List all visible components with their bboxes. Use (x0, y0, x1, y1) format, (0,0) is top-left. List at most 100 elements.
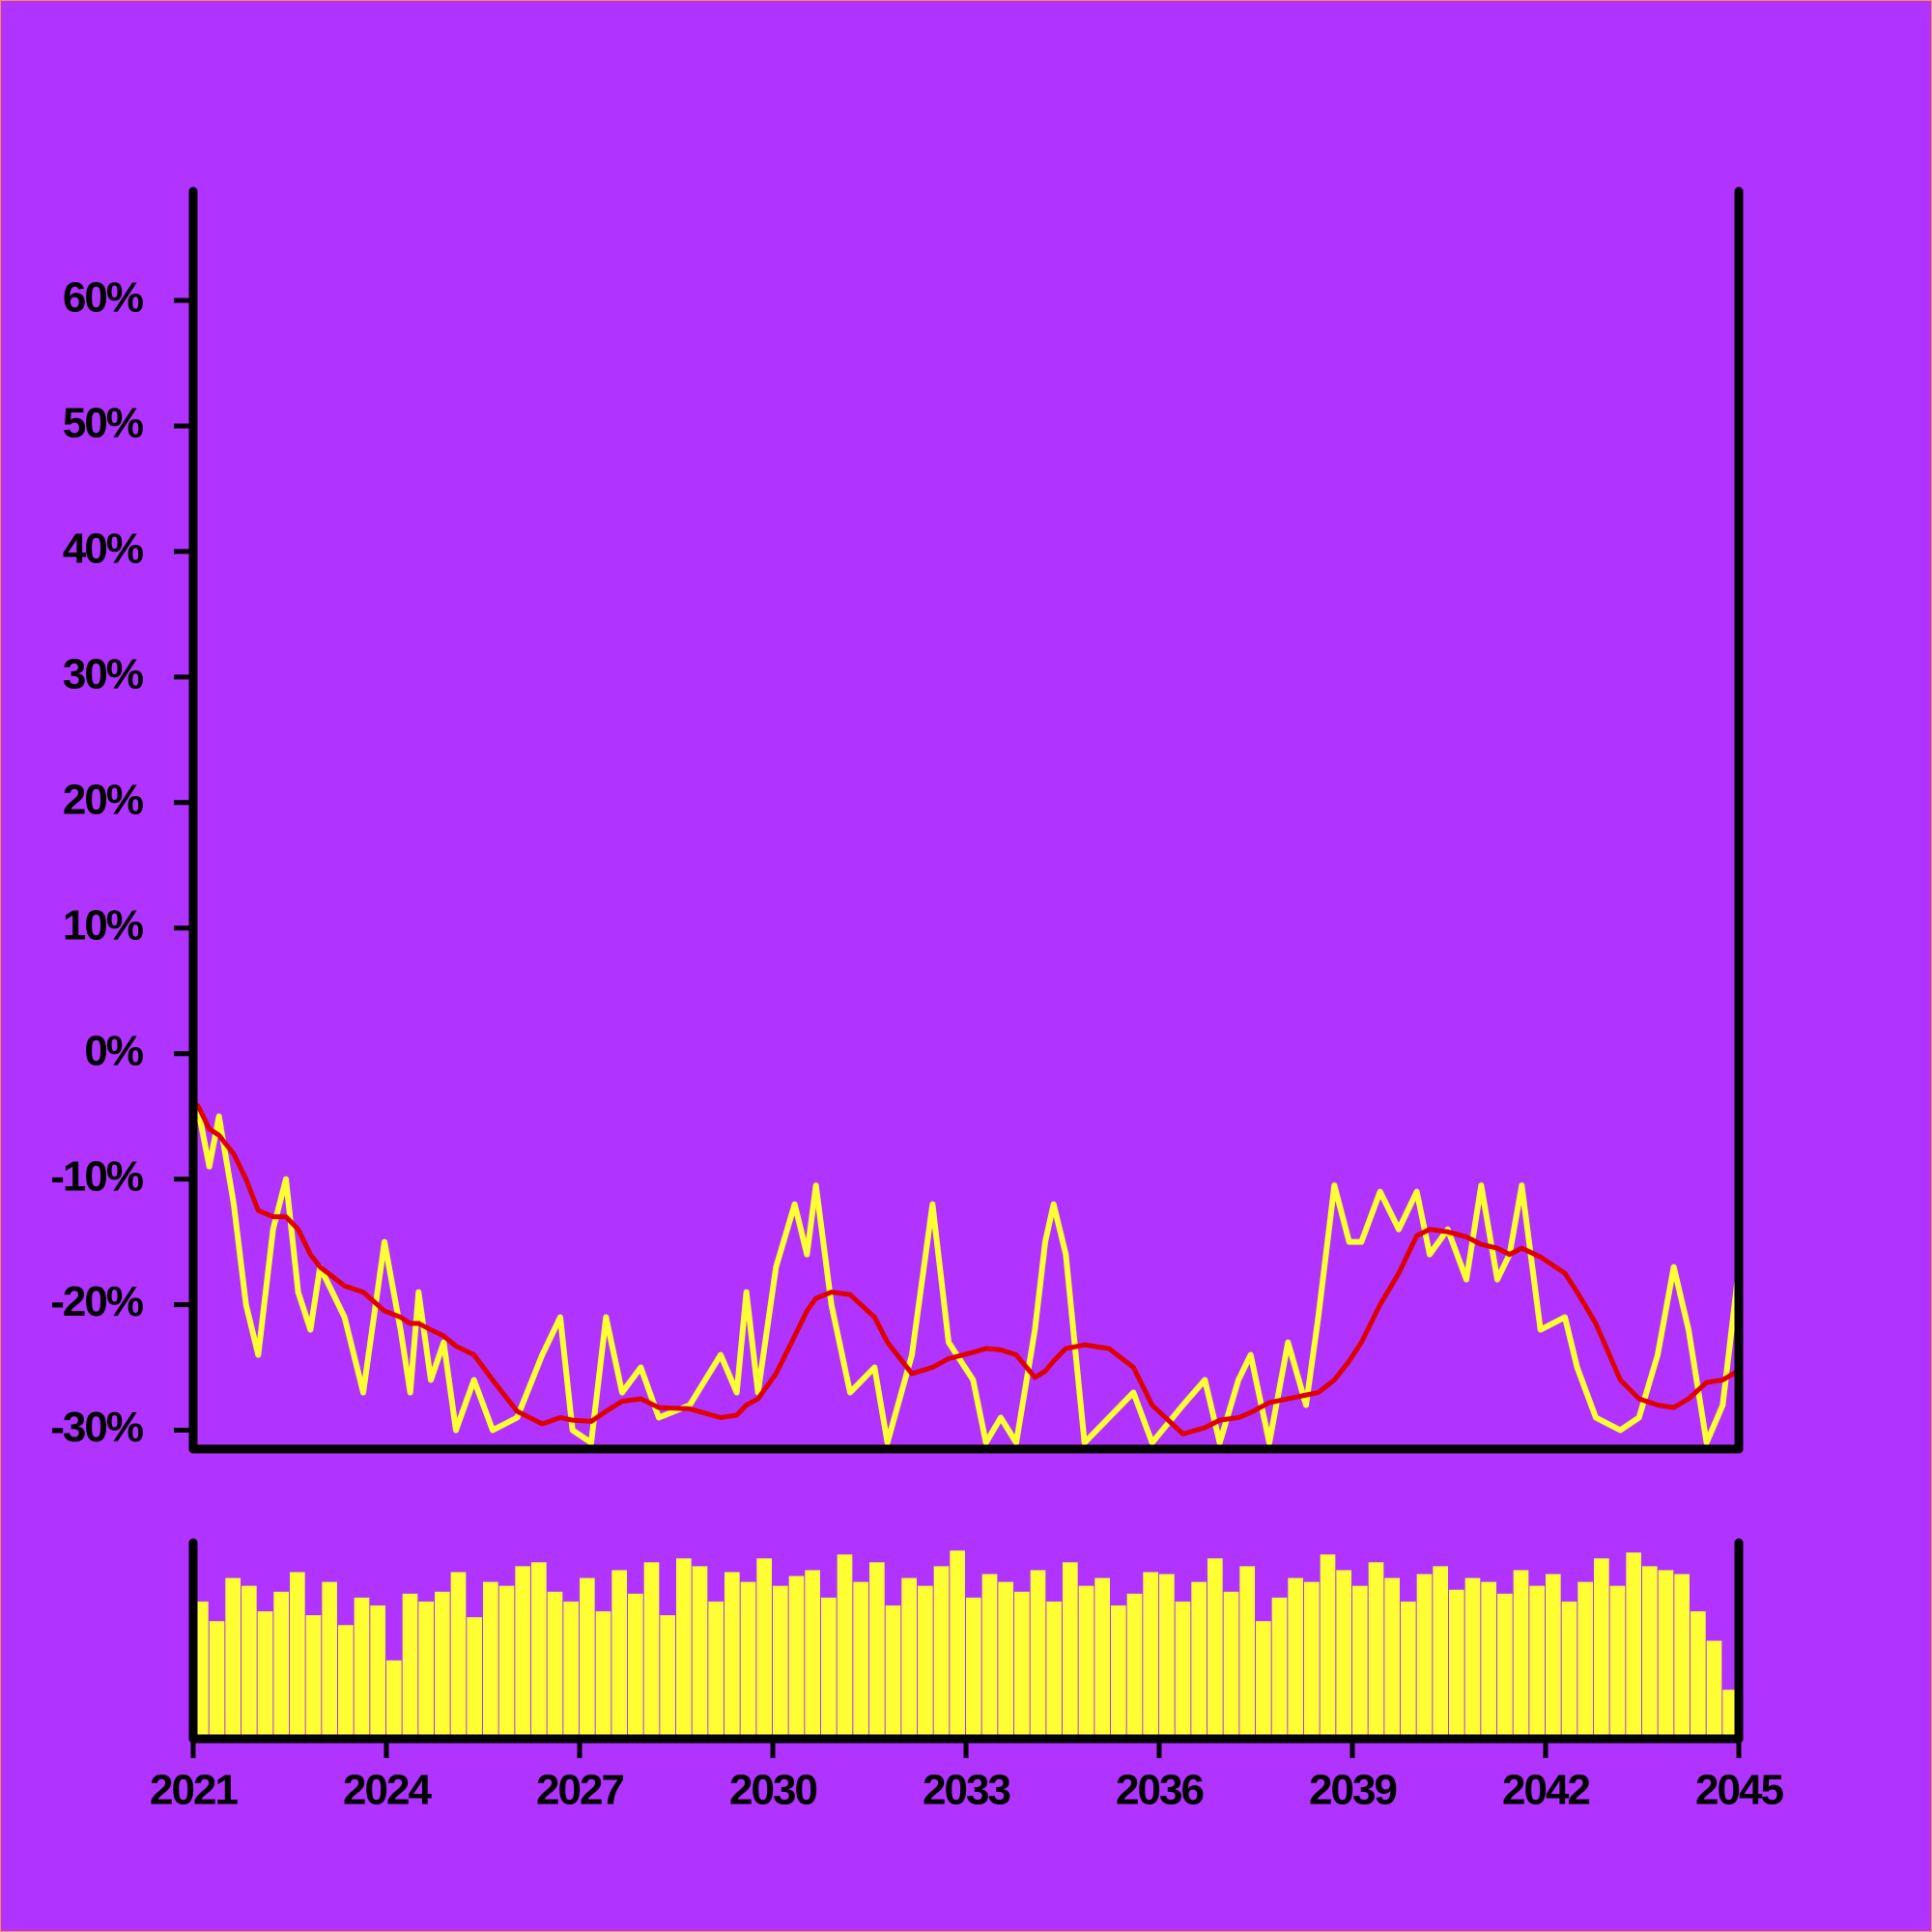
volume-bar (1706, 1640, 1722, 1739)
volume-bar (1513, 1570, 1529, 1739)
x-tick-label: 2036 (1116, 1767, 1203, 1814)
volume-bar (595, 1611, 611, 1739)
volume-bar (209, 1621, 225, 1739)
y-tick-label: 30% (63, 650, 143, 697)
x-tick-label: 2024 (343, 1767, 432, 1814)
volume-bar (1384, 1577, 1400, 1739)
volume-bar (756, 1558, 772, 1739)
volume-bar (1063, 1562, 1078, 1739)
volume-bar (1464, 1577, 1481, 1739)
series-line (194, 1102, 1739, 1436)
volume-bar (966, 1597, 981, 1739)
volume-bar (1658, 1570, 1674, 1739)
volume-bar (483, 1581, 498, 1739)
y-tick-label: -30% (50, 1404, 143, 1451)
series-line (194, 1103, 1741, 1446)
volume-bar (788, 1576, 805, 1739)
x-tick-label: 2027 (536, 1767, 623, 1814)
volume-bar (821, 1597, 837, 1739)
volume-bar (933, 1566, 950, 1739)
volume-bar (885, 1605, 901, 1739)
volume-bar (1433, 1566, 1448, 1739)
volume-bar (225, 1577, 241, 1739)
volume-bar (450, 1572, 467, 1739)
volume-bar (1529, 1585, 1545, 1739)
volume-bar (1368, 1562, 1384, 1739)
volume-bar (918, 1585, 933, 1739)
volume-bar (1014, 1591, 1030, 1739)
x-tick-label: 2030 (729, 1767, 816, 1814)
volume-bar (1449, 1589, 1464, 1739)
volume-bar (998, 1581, 1013, 1739)
volume-bar (1111, 1605, 1126, 1739)
volume-bar (950, 1550, 965, 1739)
volume-bar (1143, 1572, 1158, 1739)
y-tick-label: 50% (63, 400, 143, 447)
volume-bar (692, 1566, 708, 1739)
volume-bar (1239, 1566, 1255, 1739)
x-tick-label: 2039 (1309, 1767, 1396, 1814)
volume-bar (660, 1615, 675, 1739)
volume-bar (1030, 1570, 1046, 1739)
volume-bar (354, 1597, 370, 1739)
volume-bar (853, 1581, 868, 1739)
volume-bar (1642, 1566, 1658, 1739)
volume-bar (322, 1581, 337, 1739)
volume-bar (1208, 1558, 1223, 1739)
volume-bar (981, 1574, 998, 1739)
volume-bar (515, 1566, 530, 1739)
volume-bar (1577, 1581, 1593, 1739)
volume-bar (580, 1577, 595, 1739)
volume-bar (773, 1585, 788, 1739)
y-tick-label: -20% (50, 1278, 143, 1325)
x-tick-label: 2033 (923, 1767, 1009, 1814)
volume-bar (1690, 1611, 1706, 1739)
volume-bar (418, 1601, 434, 1739)
volume-bar (1046, 1601, 1062, 1739)
volume-bar (290, 1572, 305, 1739)
volume-bar (1271, 1597, 1288, 1739)
volume-bar (1094, 1577, 1110, 1739)
volume-bar (1352, 1585, 1368, 1739)
volume-bar (611, 1570, 627, 1739)
volume-bar (563, 1601, 579, 1739)
volume-bar (1561, 1601, 1577, 1739)
volume-bar (1594, 1558, 1609, 1739)
volume-bar (1078, 1585, 1094, 1739)
volume-bar (1674, 1574, 1690, 1739)
y-tick-label: -10% (50, 1152, 143, 1200)
volume-bar (531, 1562, 547, 1739)
volume-bar (676, 1558, 692, 1739)
volume-bar (305, 1615, 322, 1739)
volume-bar (467, 1617, 482, 1739)
volume-bar (338, 1625, 354, 1739)
volume-bar (837, 1554, 853, 1739)
volume-bar (1722, 1690, 1738, 1739)
volume-bar (724, 1572, 740, 1739)
volume-bar (628, 1593, 643, 1739)
y-tick-label: 40% (63, 526, 143, 573)
volume-bar (1159, 1574, 1175, 1739)
volume-bar (1609, 1585, 1626, 1739)
volume-bar (1546, 1574, 1561, 1739)
volume-bar (498, 1585, 515, 1739)
volume-bar (1256, 1621, 1271, 1739)
x-tick-label: 2045 (1695, 1767, 1783, 1814)
volume-bar (869, 1562, 885, 1739)
y-tick-label: 10% (63, 901, 143, 949)
volume-bar (708, 1601, 724, 1739)
volume-bar (1320, 1554, 1336, 1739)
volume-bar (435, 1591, 450, 1739)
volume-bar (402, 1593, 418, 1739)
volume-bar (1223, 1591, 1239, 1739)
volume-bar (386, 1660, 402, 1739)
y-tick-label: 20% (63, 776, 143, 823)
volume-bar (1336, 1570, 1351, 1739)
volume-bar (1304, 1581, 1320, 1739)
x-tick-label: 2042 (1502, 1767, 1589, 1814)
volume-bar (1288, 1577, 1303, 1739)
y-tick-label: 0% (84, 1027, 142, 1074)
y-tick-label: 60% (63, 274, 143, 322)
volume-bar (242, 1585, 257, 1739)
